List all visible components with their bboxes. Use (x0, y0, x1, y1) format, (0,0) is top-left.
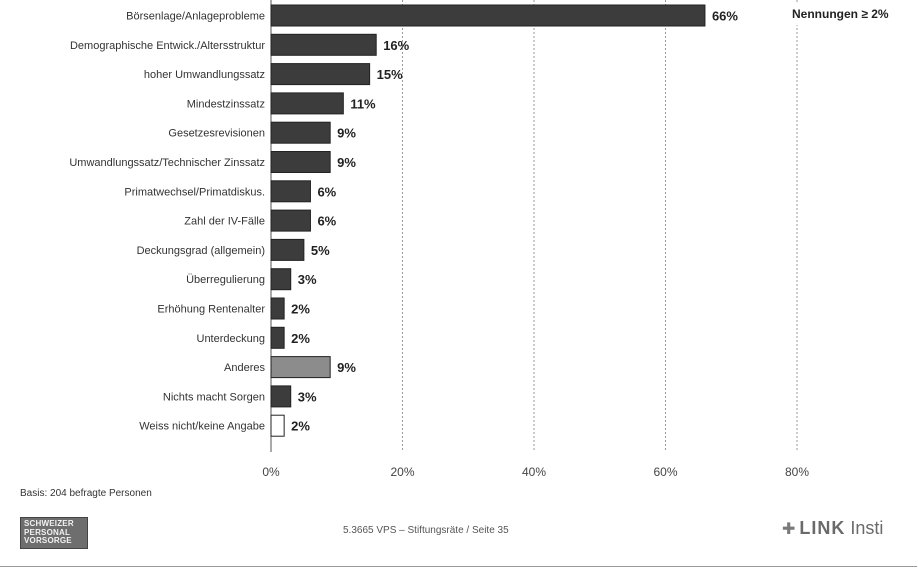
legend: Nennungen ≥ 2% (770, 3, 918, 25)
category-label-11: Erhöhung Rentenalter (157, 304, 265, 316)
category-label-7: Primatwechsel/Primatdiskus. (124, 186, 265, 198)
bar-4 (270, 92, 344, 115)
category-label-4: Mindestzinssatz (187, 98, 265, 110)
category-label-8: Zahl der IV-Fälle (184, 216, 265, 228)
basis-note: Basis: 204 befragte Personen (20, 488, 152, 499)
value-label-6: 9% (337, 155, 356, 170)
value-label-12: 2% (291, 331, 310, 346)
bar-15 (270, 414, 285, 437)
bar-6 (270, 151, 331, 173)
bar-7 (270, 180, 311, 203)
bar-2 (270, 33, 377, 56)
value-label-10: 3% (298, 272, 317, 287)
category-label-5: Gesetzesrevisionen (168, 128, 265, 140)
bar-10 (270, 268, 292, 291)
x-tick-label-40: 40% (522, 465, 546, 479)
value-label-2: 16% (383, 38, 409, 53)
category-label-12: Unterdeckung (197, 333, 266, 345)
logo-line-2: PERSONAL (24, 527, 71, 537)
schweizer-personalvorsorge-logo: SCHWEIZER PERSONAL VORSORGE (20, 517, 88, 549)
value-label-14: 3% (298, 389, 317, 404)
value-label-9: 5% (311, 243, 330, 258)
bar-1 (270, 4, 706, 27)
value-label-15: 2% (291, 419, 310, 434)
brand-strong-text: LINK (799, 518, 846, 538)
bar-5 (270, 121, 331, 144)
logo-line-1: SCHWEIZER (24, 519, 74, 528)
value-label-3: 15% (377, 67, 403, 82)
bar-14 (270, 385, 292, 408)
bar-12 (270, 326, 285, 349)
logo-line-3: VORSORGE (24, 536, 72, 545)
value-label-8: 6% (317, 214, 336, 229)
x-tick-label-0: 0% (262, 465, 280, 479)
x-tick-label-20: 20% (390, 465, 414, 479)
footer-page-info: 5.3665 VPS – Stiftungsräte / Seite 35 (343, 525, 509, 536)
value-label-7: 6% (317, 184, 336, 199)
category-label-14: Nichts macht Sorgen (163, 391, 265, 403)
x-tick-label-80: 80% (785, 465, 809, 479)
category-label-10: Überregulierung (186, 274, 265, 286)
bar-11 (270, 297, 285, 320)
link-institut-logo: ✚ LINK Insti (782, 518, 883, 539)
category-label-15: Weiss nicht/keine Angabe (139, 421, 265, 433)
category-label-2: Demographische Entwick./Altersstruktur (70, 40, 265, 52)
value-label-11: 2% (291, 302, 310, 317)
legend-label: Nennungen ≥ 2% (792, 7, 889, 21)
bar-13 (270, 356, 331, 379)
value-label-13: 9% (337, 360, 356, 375)
value-label-5: 9% (337, 126, 356, 141)
bar-3 (270, 63, 371, 86)
value-label-4: 11% (350, 96, 376, 111)
category-label-9: Deckungsgrad (allgemein) (137, 245, 265, 257)
category-label-6: Umwandlungssatz/Technischer Zinssatz (69, 157, 265, 169)
bar-8 (270, 209, 311, 232)
value-label-1: 66% (712, 9, 738, 24)
bar-9 (270, 238, 305, 261)
category-label-3: hoher Umwandlungssatz (144, 69, 265, 81)
x-tick-label-60: 60% (653, 465, 677, 479)
brand-rest-text: Insti (850, 518, 884, 538)
category-label-13: Anderes (224, 362, 265, 374)
category-label-1: Börsenlage/Anlageprobleme (126, 11, 265, 23)
cross-icon: ✚ (782, 521, 796, 538)
